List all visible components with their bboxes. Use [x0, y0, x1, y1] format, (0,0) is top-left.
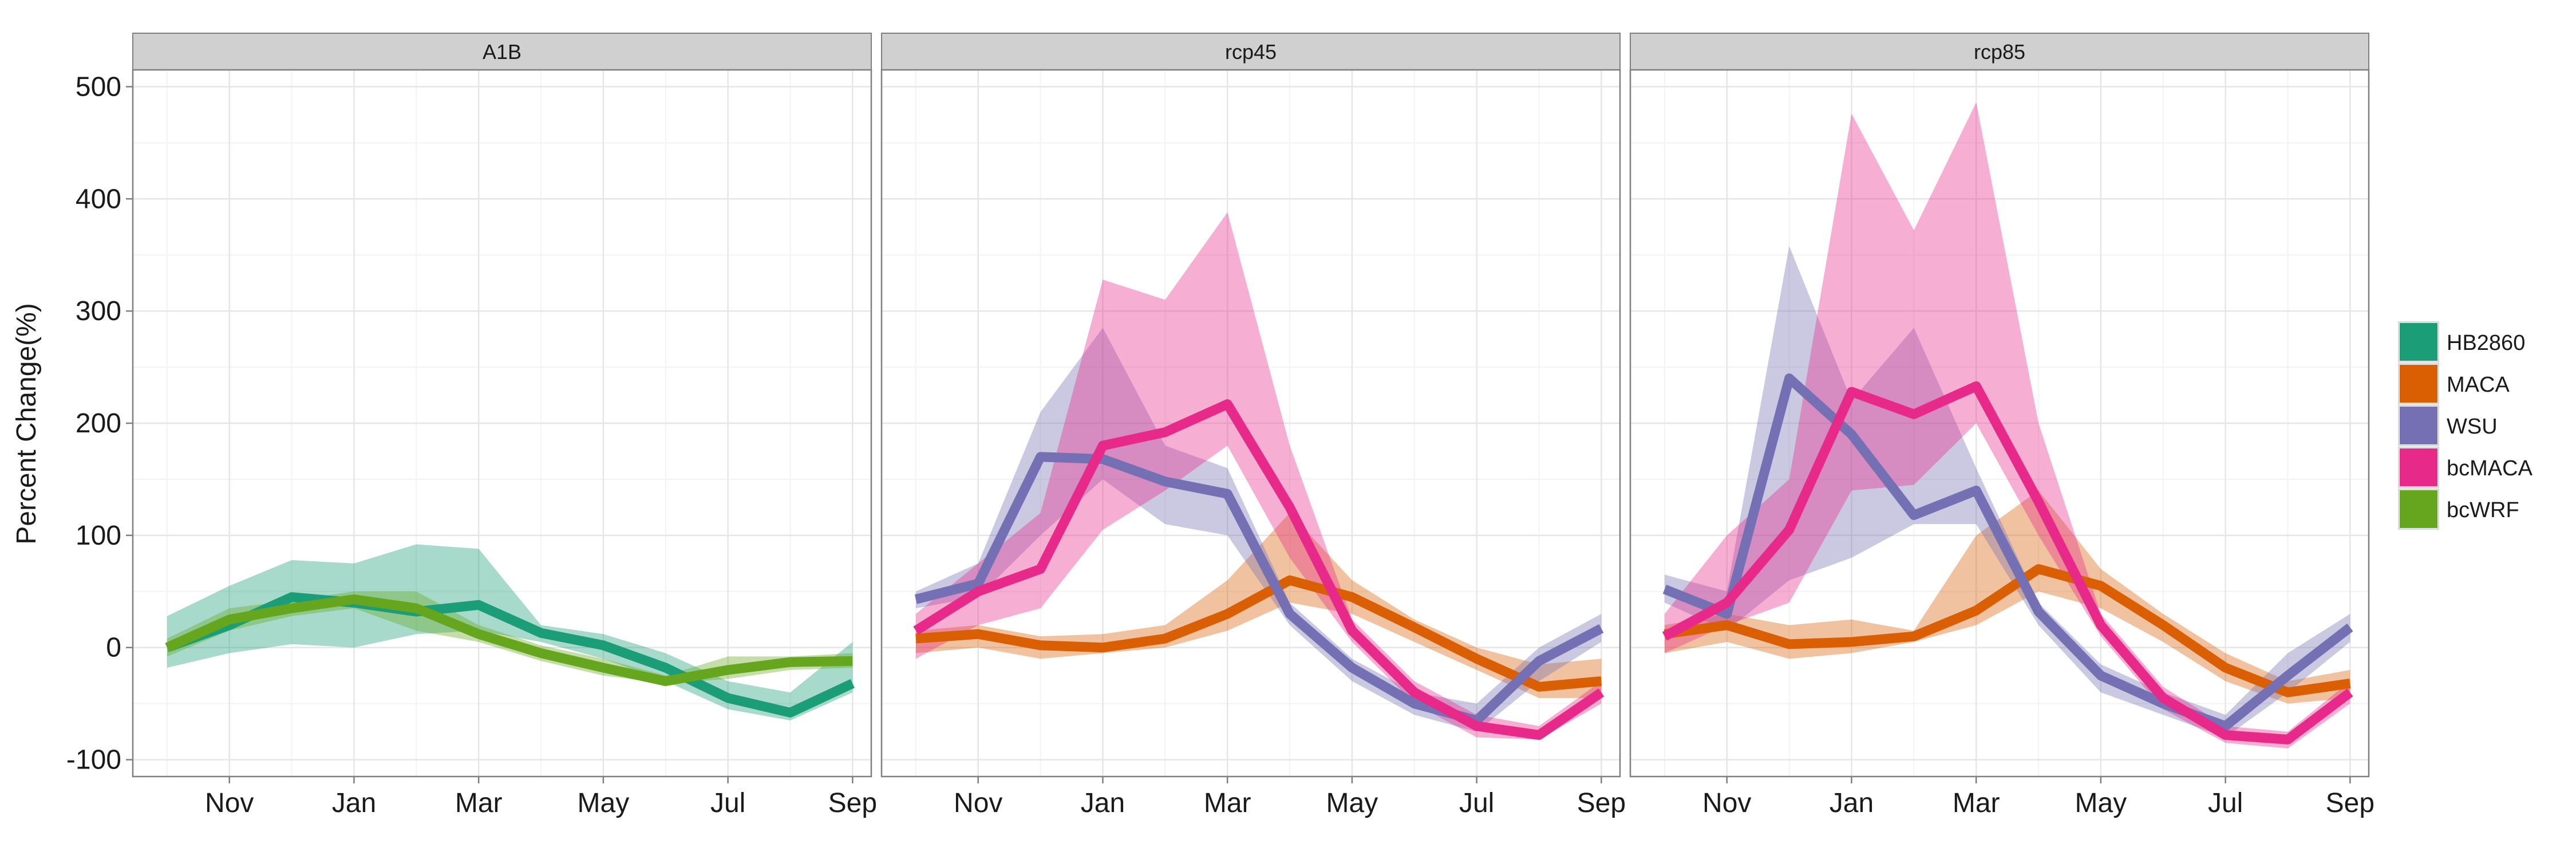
x-tick-label: May	[2075, 788, 2127, 818]
series-line-MACA	[1664, 564, 2351, 698]
panel-border	[1629, 69, 2370, 778]
x-tick-label: Jan	[1830, 788, 1874, 818]
y-tick-label: 100	[76, 521, 121, 551]
y-tick-label: 0	[106, 633, 121, 663]
x-tick-label: Mar	[1204, 788, 1251, 818]
legend-label: HB2860	[2447, 331, 2525, 355]
y-tick-label: -100	[66, 745, 121, 775]
y-tick-label: 500	[76, 72, 121, 102]
x-tick-label: May	[578, 788, 630, 818]
series-line-bcMACA	[1662, 381, 2353, 744]
x-tick-label: Mar	[455, 788, 503, 818]
panel-strip	[1630, 33, 2369, 70]
series-lines	[1662, 373, 2353, 744]
panels: A1B Nov Jan Mar May Jul Sep rcp45 Nov Jan Mar May Ju…	[132, 33, 2374, 818]
x-tick-label: Sep	[828, 788, 877, 818]
legend-label: bcWRF	[2447, 498, 2519, 522]
legend-swatch-bcWRF	[2400, 490, 2437, 528]
series-line-MACA	[915, 575, 1602, 692]
x-tick-label: Jul	[2208, 788, 2243, 818]
series-bcWRF	[165, 594, 853, 687]
x-tick-label: Jul	[1459, 788, 1494, 818]
x-tick-label: May	[1326, 788, 1378, 818]
panel-strip	[132, 33, 872, 70]
legend-swatch-HB2860	[2400, 323, 2437, 361]
panel-strip	[881, 33, 1621, 70]
series-bcMACA	[913, 399, 1605, 740]
ribbon-bcMACA	[1664, 102, 2350, 749]
legend: HB2860 MACA WSU bcMACA bcWRF	[2398, 321, 2533, 530]
x-axis: Nov Jan Mar May Jul Sep	[205, 777, 877, 818]
series-WSU	[1662, 373, 2353, 731]
x-axis: Nov Jan Mar May Jul Sep	[1702, 777, 2374, 818]
x-tick-label: Jul	[710, 788, 745, 818]
ribbon-bcMACA	[915, 212, 1602, 740]
series-MACA	[915, 575, 1602, 692]
legend-swatch-MACA	[2400, 365, 2437, 403]
series-MACA	[1664, 564, 2351, 698]
x-tick-label: Sep	[1577, 788, 1626, 818]
x-axis: Nov Jan Mar May Jul Sep	[954, 777, 1626, 818]
series-bcMACA	[1662, 381, 2353, 744]
panel-A1B: A1B Nov Jan Mar May Jul Sep	[132, 33, 877, 818]
series-WSU	[914, 452, 1604, 726]
series-line-HB2860	[165, 592, 855, 718]
panel-rcp85: rcp85 Nov Jan Mar May Jul Sep	[1629, 33, 2374, 818]
legend-item-bcMACA: bcMACA	[2398, 447, 2533, 488]
panel-rcp45: rcp45 Nov Jan Mar May Jul Sep	[880, 33, 1626, 818]
y-axis-title: Percent Change(%)	[11, 303, 42, 545]
ribbons	[1664, 102, 2350, 749]
series-line-bcWRF	[165, 594, 853, 687]
panel-title: rcp45	[1225, 40, 1277, 64]
legend-label: WSU	[2447, 415, 2498, 439]
ribbon-bcWRF	[167, 591, 853, 684]
legend-item-WSU: WSU	[2398, 405, 2498, 446]
x-tick-label: Nov	[1702, 788, 1751, 818]
ribbon-WSU	[915, 328, 1602, 732]
x-tick-label: Mar	[1953, 788, 2000, 818]
panel-title: A1B	[483, 40, 521, 64]
legend-swatch-WSU	[2400, 407, 2437, 444]
ribbon-WSU	[1664, 246, 2350, 738]
y-tick-label: 200	[76, 408, 121, 439]
gridlines	[133, 70, 871, 777]
series-lines	[913, 399, 1605, 740]
series-lines	[165, 592, 855, 718]
panel-border	[880, 69, 1621, 778]
panel-title: rcp85	[1974, 40, 2025, 64]
x-tick-label: Nov	[205, 788, 254, 818]
series-line-bcMACA	[913, 399, 1605, 740]
ribbon-MACA	[1664, 490, 2350, 704]
legend-item-MACA: MACA	[2398, 363, 2510, 404]
series-line-WSU	[1662, 373, 2353, 731]
x-tick-label: Jan	[1081, 788, 1125, 818]
legend-swatch-bcMACA	[2400, 448, 2437, 486]
y-axis: -100 0 100 200 300 400 500	[66, 72, 133, 775]
x-tick-label: Jan	[332, 788, 376, 818]
y-tick-label: 300	[76, 296, 121, 326]
legend-item-HB2860: HB2860	[2398, 321, 2525, 362]
legend-label: MACA	[2447, 373, 2510, 397]
legend-item-bcWRF: bcWRF	[2398, 488, 2519, 530]
series-line-WSU	[914, 452, 1604, 726]
y-tick-label: 400	[76, 184, 121, 214]
x-tick-label: Sep	[2326, 788, 2374, 818]
x-tick-label: Nov	[954, 788, 1002, 818]
legend-label: bcMACA	[2447, 456, 2533, 480]
gridlines	[1630, 70, 2369, 777]
